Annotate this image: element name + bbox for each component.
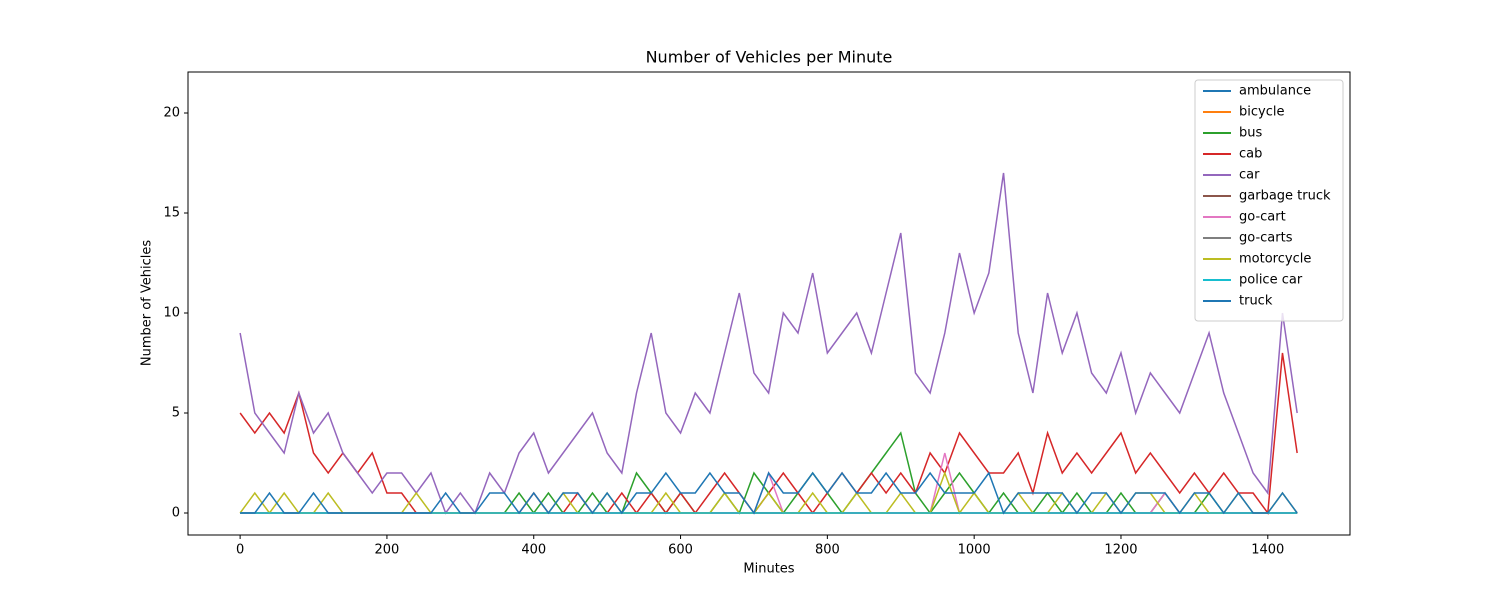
legend-label: bus [1239,126,1262,141]
x-tick-label: 1000 [958,543,991,558]
legend: ambulance bicycle bus cab car garbage truck go… [1194,79,1344,322]
x-tick-label: 400 [521,543,546,558]
x-tick-label: 1400 [1251,543,1284,558]
y-tick-label: 5 [172,406,180,421]
legend-label: car [1239,168,1260,183]
x-tick-label: 0 [236,543,244,558]
series-line [240,471,1298,515]
legend-label: go-carts [1239,231,1293,246]
x-tick-label: 1200 [1104,543,1137,558]
legend-label: police car [1239,273,1303,288]
y-tick-label: 15 [163,206,180,221]
x-tick-label: 600 [668,543,693,558]
axes-frame [187,71,1351,536]
y-tick-label: 20 [163,106,180,121]
x-axis-label: Minutes [743,562,794,577]
legend-label: garbage truck [1239,189,1331,204]
x-tick-label: 200 [375,543,400,558]
x-tick-label: 800 [815,543,840,558]
legend-label: bicycle [1239,105,1284,120]
chart-title: Number of Vehicles per Minute [646,48,893,67]
y-axis-label: Number of Vehicles [140,240,155,367]
legend-label: go-cart [1239,210,1286,225]
legend-label: motorcycle [1239,252,1311,267]
plot-area [239,172,1298,516]
y-tick-label: 0 [172,506,180,521]
legend-label: ambulance [1239,84,1311,99]
legend-box [1194,79,1344,322]
legend-label: truck [1239,294,1273,309]
y-tick-label: 10 [163,306,180,321]
legend-label: cab [1239,147,1262,162]
